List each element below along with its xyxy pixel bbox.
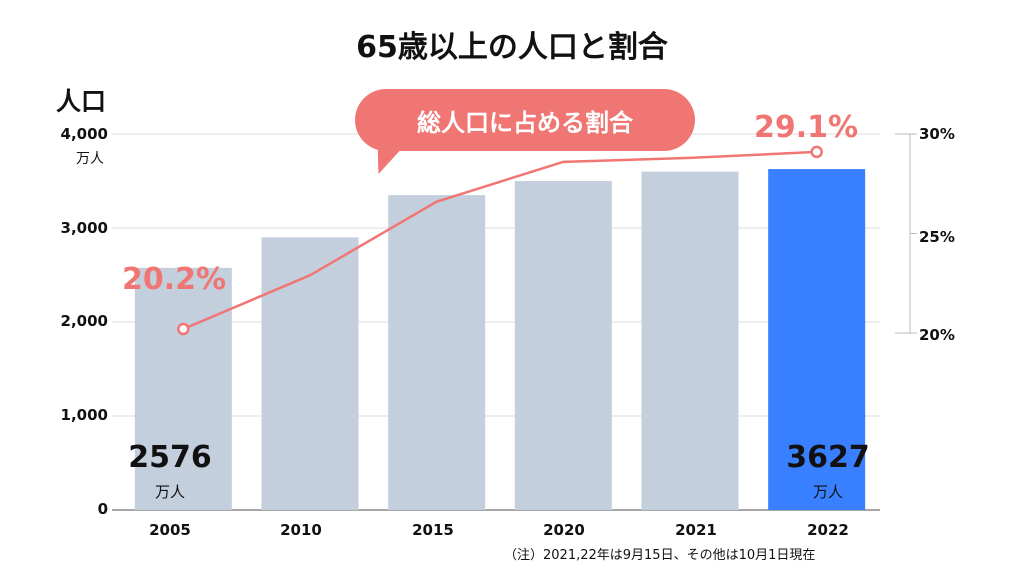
y2-tick-label: 20% xyxy=(919,326,955,344)
ratio-point-2022 xyxy=(810,145,823,159)
x-tick-label: 2005 xyxy=(149,521,191,539)
x-tick-label: 2021 xyxy=(675,521,717,539)
bar-unit-label-2005: 万人 xyxy=(154,483,185,501)
bar-2020 xyxy=(514,181,612,510)
y-tick-label: 4,000 xyxy=(60,125,108,143)
bar-2005 xyxy=(134,267,232,510)
y2-tick-label: 25% xyxy=(919,228,955,246)
y-axis-unit: 万人 xyxy=(76,151,104,167)
chart-title: 65歳以上の人口と割合 xyxy=(356,30,668,65)
pct-label-2022: 29.1% xyxy=(754,110,859,145)
y-tick-label: 0 xyxy=(97,500,108,518)
x-tick-label: 2010 xyxy=(280,521,322,539)
y-tick-label: 1,000 xyxy=(60,406,108,424)
x-tick-label: 2022 xyxy=(807,521,849,539)
y2-axis-line xyxy=(895,133,911,334)
x-tick-label: 2020 xyxy=(543,521,585,539)
y-tick-label: 2,000 xyxy=(60,312,108,330)
legend-callout-label: 総人口に占める割合 xyxy=(417,109,633,137)
legend-callout xyxy=(355,89,695,151)
bar-2022 xyxy=(768,169,866,510)
y2-tick-label: 30% xyxy=(919,125,955,143)
bar-unit-label-2022: 万人 xyxy=(812,483,843,501)
y-tick-label: 3,000 xyxy=(60,219,108,237)
footnote: （注）2021,22年は9月15日、その他は10月1日現在 xyxy=(504,548,816,563)
y-axis-label: 人口 xyxy=(56,87,107,116)
bar-value-label-2005: 2576 xyxy=(128,440,212,475)
bar-2021 xyxy=(641,171,739,510)
bar-2010 xyxy=(261,237,359,510)
bar-value-label-2022: 3627 xyxy=(786,440,870,475)
x-tick-label: 2015 xyxy=(412,521,454,539)
pct-label-2005: 20.2% xyxy=(122,262,227,297)
ratio-line xyxy=(182,150,817,331)
bar-2015 xyxy=(388,195,486,510)
ratio-point-2005 xyxy=(177,322,190,336)
